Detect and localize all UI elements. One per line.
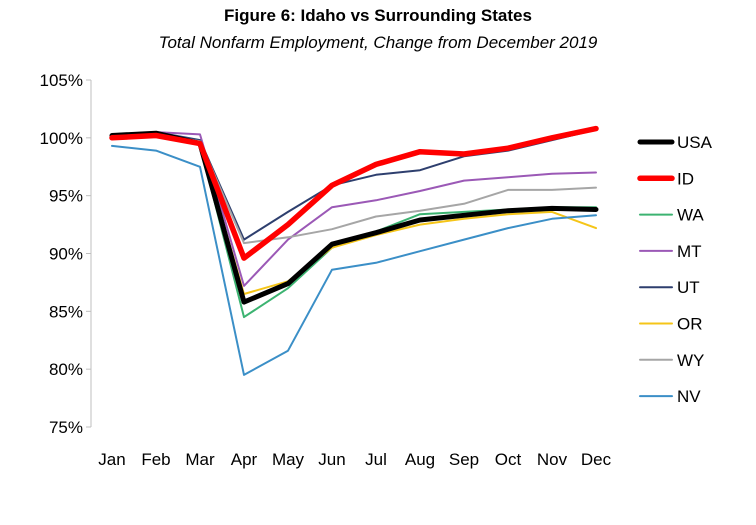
x-tick-label: Oct [495, 450, 522, 469]
legend-label-or: OR [677, 315, 703, 334]
x-tick-label: Jul [365, 450, 387, 469]
series-line-mt [111, 131, 597, 287]
x-tick-label: Aug [405, 450, 435, 469]
x-tick-label: Dec [581, 450, 612, 469]
legend-label-nv: NV [677, 387, 701, 406]
y-tick-label: 85% [49, 302, 83, 321]
x-tick-label: Mar [185, 450, 215, 469]
legend-label-mt: MT [677, 242, 702, 261]
chart-subtitle: Total Nonfarm Employment, Change from De… [158, 33, 598, 52]
chart-title: Figure 6: Idaho vs Surrounding States [224, 6, 532, 25]
x-tick-label: Jun [318, 450, 345, 469]
legend-label-id: ID [677, 169, 694, 188]
x-tick-label: May [272, 450, 305, 469]
y-tick-label: 95% [49, 187, 83, 206]
series-line-id [109, 125, 599, 261]
x-tick-label: Nov [537, 450, 568, 469]
y-tick-label: 75% [49, 418, 83, 437]
legend-label-wa: WA [677, 206, 704, 225]
legend-label-ut: UT [677, 278, 700, 297]
series-line-nv [111, 144, 597, 376]
legend-label-wy: WY [677, 351, 704, 370]
y-tick-label: 105% [40, 71, 83, 90]
y-tick-label: 80% [49, 360, 83, 379]
x-tick-label: Feb [141, 450, 170, 469]
x-tick-label: Sep [449, 450, 479, 469]
x-tick-label: Jan [98, 450, 125, 469]
y-tick-label: 90% [49, 245, 83, 264]
y-tick-label: 100% [40, 129, 83, 148]
legend-label-usa: USA [677, 133, 713, 152]
x-tick-label: Apr [231, 450, 258, 469]
series-line-usa [109, 130, 599, 305]
series-line-wy [111, 133, 597, 245]
